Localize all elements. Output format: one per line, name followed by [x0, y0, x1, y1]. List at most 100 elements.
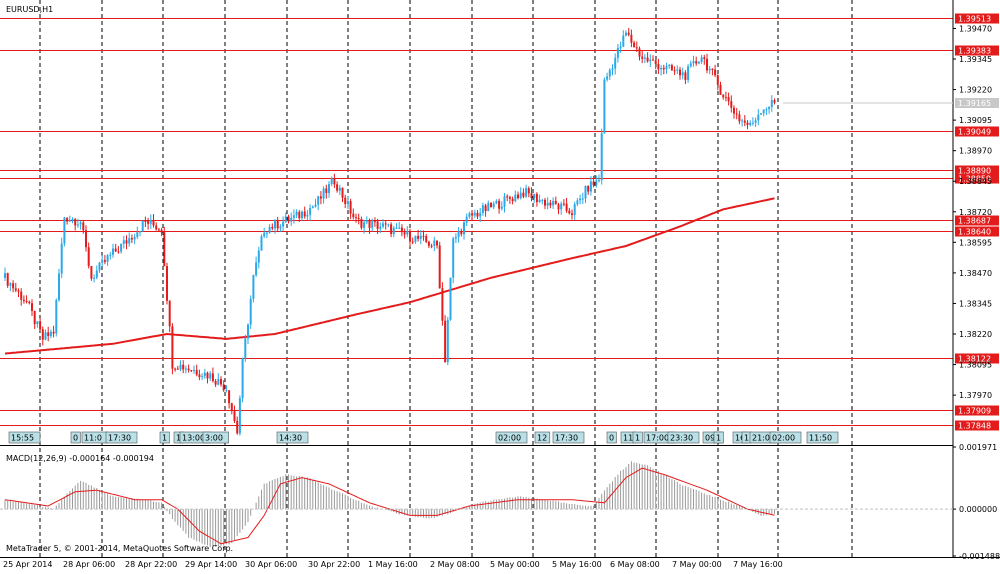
candle-body: [371, 221, 374, 228]
candle-body: [703, 57, 706, 59]
candle-body: [670, 65, 673, 71]
candle-body: [20, 291, 23, 300]
candle-body: [446, 319, 449, 362]
candle-body: [149, 219, 152, 224]
candle-body: [355, 217, 357, 219]
candle-body: [346, 201, 349, 204]
price-level-tag: [955, 173, 999, 184]
candle-body: [571, 213, 573, 215]
candle-body: [622, 35, 625, 47]
candle-body: [14, 288, 17, 291]
candle-body: [479, 213, 482, 217]
candle-body: [549, 202, 552, 206]
macd-label: MACD(12,26,9) -0.000164 -0.000194: [6, 454, 154, 463]
candle-body: [519, 192, 522, 199]
candle-body: [700, 57, 703, 63]
candle-body: [211, 373, 214, 382]
candle-body: [220, 379, 222, 385]
candle-body: [646, 57, 649, 62]
candle-body: [600, 133, 603, 181]
candle-body: [565, 203, 568, 211]
candle-body: [203, 372, 206, 377]
candle-body: [309, 207, 312, 215]
candle-body: [103, 260, 106, 262]
candle-body: [168, 300, 171, 327]
price-level-tag: [955, 405, 999, 416]
candle-body: [568, 210, 571, 214]
candle-body: [349, 201, 352, 214]
candle-body: [746, 122, 749, 125]
candle-body: [39, 321, 42, 330]
candle-body: [638, 48, 641, 57]
event-tag: [632, 431, 643, 444]
candle-body: [611, 68, 614, 71]
candle-body: [263, 232, 266, 237]
candle-body: [260, 236, 263, 251]
candle-body: [392, 227, 395, 234]
price-level-tag-label: 1.38859: [958, 175, 991, 184]
candle-body: [400, 227, 403, 233]
event-tag-label: 17:30: [108, 434, 131, 443]
candle-body: [114, 248, 117, 252]
candle-body: [306, 214, 309, 217]
event-tag-label: 16: [735, 434, 745, 443]
candle-body: [130, 238, 133, 240]
event-tag: [276, 431, 309, 444]
price-level-tag: [955, 126, 999, 137]
time-axis-label: 25 Apr 2014: [3, 560, 52, 569]
candle-body: [336, 184, 339, 191]
candle-body: [166, 266, 168, 301]
time-axis: 25 Apr 2014 28 Apr 06:00 28 Apr 22:00 29 Ap…: [3, 560, 783, 569]
current-price-label: 1.39165: [958, 99, 991, 108]
copyright-label: MetaTrader 5, © 2001-2014, MetaQuotes So…: [6, 544, 233, 553]
candle-body: [144, 220, 147, 222]
candle-body: [95, 270, 98, 278]
event-tag: [534, 431, 551, 444]
candle-body: [141, 220, 144, 232]
candle-body: [463, 222, 465, 235]
candle-body: [754, 120, 757, 123]
event-tag-label: 1: [176, 434, 181, 443]
candle-body: [274, 220, 276, 229]
candle-body: [503, 196, 506, 207]
macd-tick-label: 0.001971: [959, 443, 997, 452]
candle-body: [430, 245, 433, 247]
candle-body: [738, 114, 741, 122]
candle-body: [506, 196, 509, 198]
candle-body: [198, 374, 201, 378]
candle-body: [195, 369, 198, 375]
candle-body: [311, 206, 314, 208]
event-tag-label: 0: [609, 434, 614, 443]
candle-body: [484, 205, 487, 212]
symbol-label: EURUSD,H1: [6, 5, 53, 14]
candle-body: [471, 213, 474, 216]
candle-body: [301, 211, 303, 219]
candle-body: [47, 332, 50, 336]
candle-body: [31, 303, 33, 311]
candle-body: [773, 100, 776, 103]
candle-body: [490, 202, 492, 208]
candle-body: [409, 230, 411, 242]
candle-body: [576, 200, 579, 205]
candle-body: [222, 384, 225, 391]
candle-body: [125, 240, 128, 244]
candle-body: [438, 245, 441, 289]
candle-body: [76, 224, 79, 226]
candle-body: [411, 241, 414, 243]
price-level-tag: [955, 420, 999, 431]
candle-body: [247, 324, 249, 339]
candle-body: [82, 222, 85, 231]
candle-body: [743, 120, 746, 123]
event-tags-row[interactable]: 15:55 0 11:0 17:30 1 1 13:00 3:00 14:30 02:00 12 17…: [8, 431, 839, 444]
event-tag: [552, 431, 585, 444]
price-level-tag-label: 1.39049: [958, 128, 991, 137]
candle-body: [184, 368, 187, 370]
time-axis-label: 30 Apr 06:00: [245, 560, 297, 569]
candle-body: [376, 221, 379, 229]
candle-body: [106, 255, 109, 262]
current-price-tag: [955, 98, 999, 108]
event-tag: [159, 431, 170, 444]
